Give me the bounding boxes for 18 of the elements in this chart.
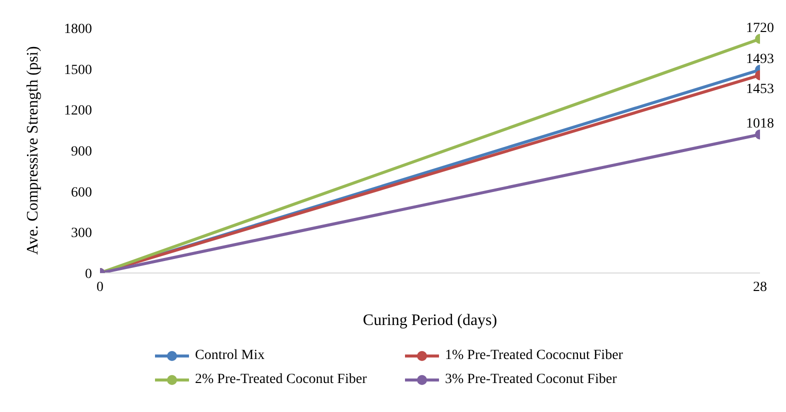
data-label: 1018 xyxy=(746,116,774,132)
legend-label: 1% Pre-Treated Cococnut Fiber xyxy=(445,348,623,364)
y-tick-label: 900 xyxy=(71,144,92,160)
legend-label: Control Mix xyxy=(195,348,265,364)
y-tick-label: 300 xyxy=(71,226,92,242)
data-label: 1453 xyxy=(746,82,774,98)
y-tick-label: 0 xyxy=(85,266,92,282)
y-tick-label: 1200 xyxy=(64,104,92,119)
y-tick-label: 600 xyxy=(71,185,92,200)
data-label: 1493 xyxy=(746,52,774,67)
y-tick-label: 1800 xyxy=(64,22,92,37)
y-tick-label: 1500 xyxy=(64,62,92,78)
x-axis-title: Curing Period (days) xyxy=(362,312,498,329)
x-tick-label: 28 xyxy=(753,280,767,295)
y-axis-title: Ave. Compressive Strength (psi) xyxy=(24,46,42,255)
data-label: 1720 xyxy=(746,20,774,36)
legend-label: 2% Pre-Treated Coconut Fiber xyxy=(195,372,367,388)
legend-label: 3% Pre-Treated Coconut Fiber xyxy=(445,372,617,388)
